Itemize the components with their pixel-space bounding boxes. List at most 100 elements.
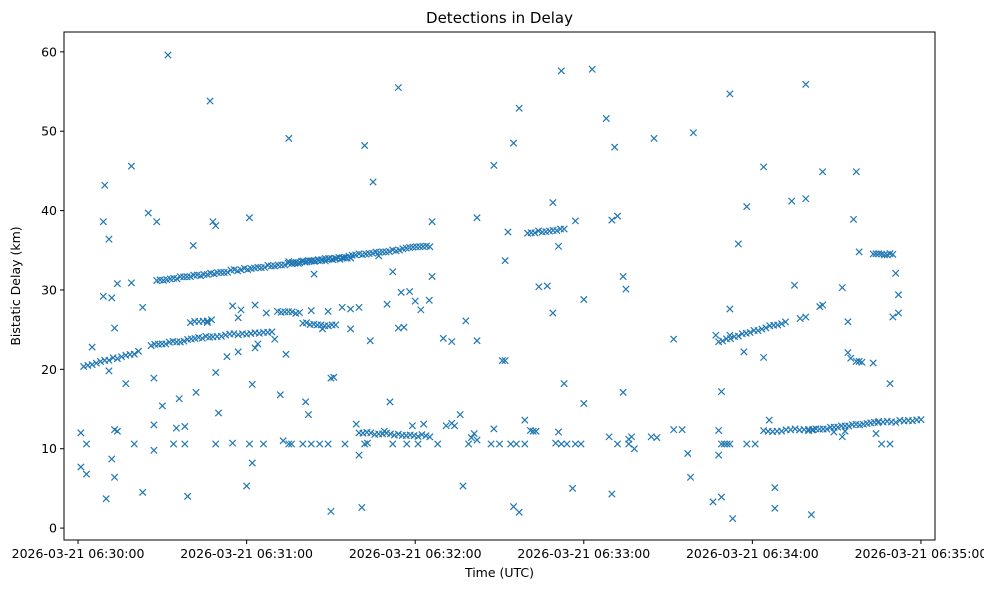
- data-point: [726, 305, 734, 313]
- data-point: [588, 65, 596, 73]
- data-point: [186, 319, 195, 327]
- data-point: [849, 215, 858, 223]
- data-point: [501, 256, 509, 265]
- data-point: [892, 269, 900, 277]
- data-point: [192, 388, 200, 396]
- data-point: [611, 143, 619, 151]
- data-point: [549, 199, 557, 207]
- data-point: [762, 324, 770, 332]
- data-point: [105, 356, 113, 364]
- data-point: [346, 325, 355, 333]
- data-point: [324, 307, 332, 316]
- data-point: [470, 430, 478, 438]
- data-point: [134, 347, 143, 355]
- data-point: [908, 417, 917, 425]
- data-point: [212, 440, 220, 448]
- data-point: [809, 425, 817, 434]
- data-point: [212, 222, 220, 230]
- data-point: [130, 350, 138, 358]
- data-point: [428, 272, 436, 281]
- y-axis: 0 10 20 30 40 50 60: [41, 44, 64, 536]
- data-point: [117, 353, 126, 361]
- data-point: [276, 391, 284, 399]
- data-point: [209, 218, 217, 226]
- data-point: [207, 316, 216, 324]
- data-point: [181, 440, 189, 448]
- data-point: [347, 254, 355, 262]
- data-point: [521, 416, 529, 424]
- y-tick-label: 40: [41, 203, 57, 218]
- data-point: [288, 308, 296, 316]
- data-point: [464, 440, 473, 448]
- data-point: [88, 360, 96, 369]
- data-point: [386, 398, 394, 406]
- data-point: [139, 303, 147, 312]
- data-point: [521, 440, 529, 448]
- x-tick-label: 2026-03-21 06:30:00: [12, 546, 145, 561]
- data-point: [425, 296, 433, 304]
- data-point: [113, 279, 122, 288]
- data-point: [448, 337, 456, 346]
- data-point: [894, 291, 903, 299]
- data-point: [844, 318, 852, 326]
- data-point: [450, 422, 459, 430]
- data-point: [105, 367, 113, 375]
- data-point: [869, 359, 877, 367]
- data-point: [723, 440, 731, 448]
- data-point: [113, 354, 122, 363]
- data-point: [230, 330, 238, 338]
- data-point: [251, 344, 259, 352]
- x-tick-label: 2026-03-21 06:33:00: [517, 546, 650, 561]
- data-point: [383, 300, 391, 308]
- data-point: [743, 203, 751, 211]
- data-point: [880, 251, 889, 259]
- data-point: [892, 418, 900, 427]
- data-point: [88, 343, 96, 351]
- data-point: [557, 440, 565, 448]
- data-point: [560, 380, 568, 388]
- data-point: [917, 415, 925, 424]
- data-point: [251, 301, 259, 309]
- data-point: [507, 440, 515, 448]
- data-point: [245, 214, 254, 222]
- data-point: [718, 337, 727, 345]
- data-point: [777, 427, 786, 435]
- data-point: [473, 214, 481, 222]
- data-point: [394, 83, 402, 92]
- data-point: [442, 422, 450, 430]
- data-point: [82, 470, 91, 478]
- data-point: [158, 402, 166, 410]
- data-point: [367, 429, 375, 437]
- data-point: [285, 440, 293, 448]
- data-point: [759, 353, 768, 362]
- data-point: [414, 440, 422, 448]
- data-point: [689, 129, 697, 137]
- y-tick-label: 50: [41, 124, 57, 139]
- data-point: [321, 257, 329, 265]
- data-point: [279, 437, 287, 445]
- data-point: [717, 493, 726, 501]
- data-point: [96, 357, 105, 366]
- data-point: [153, 218, 161, 226]
- data-point: [428, 218, 436, 226]
- y-tick-label: 20: [41, 362, 57, 377]
- x-tick-label: 2026-03-21 06:35:00: [855, 546, 984, 561]
- y-axis-label: Bistatic Delay (km): [8, 226, 23, 345]
- data-point: [302, 398, 310, 406]
- data-point: [554, 242, 563, 250]
- data-point: [580, 295, 588, 304]
- data-point: [823, 425, 831, 433]
- data-point: [302, 319, 311, 327]
- y-tick-label: 60: [41, 44, 57, 59]
- data-point: [299, 440, 307, 448]
- data-point: [355, 451, 363, 459]
- data-point: [734, 332, 742, 340]
- data-point: [417, 306, 425, 314]
- data-point: [408, 422, 417, 430]
- data-point: [108, 294, 116, 302]
- data-point: [405, 287, 414, 296]
- data-point: [361, 141, 369, 150]
- data-point: [771, 483, 779, 492]
